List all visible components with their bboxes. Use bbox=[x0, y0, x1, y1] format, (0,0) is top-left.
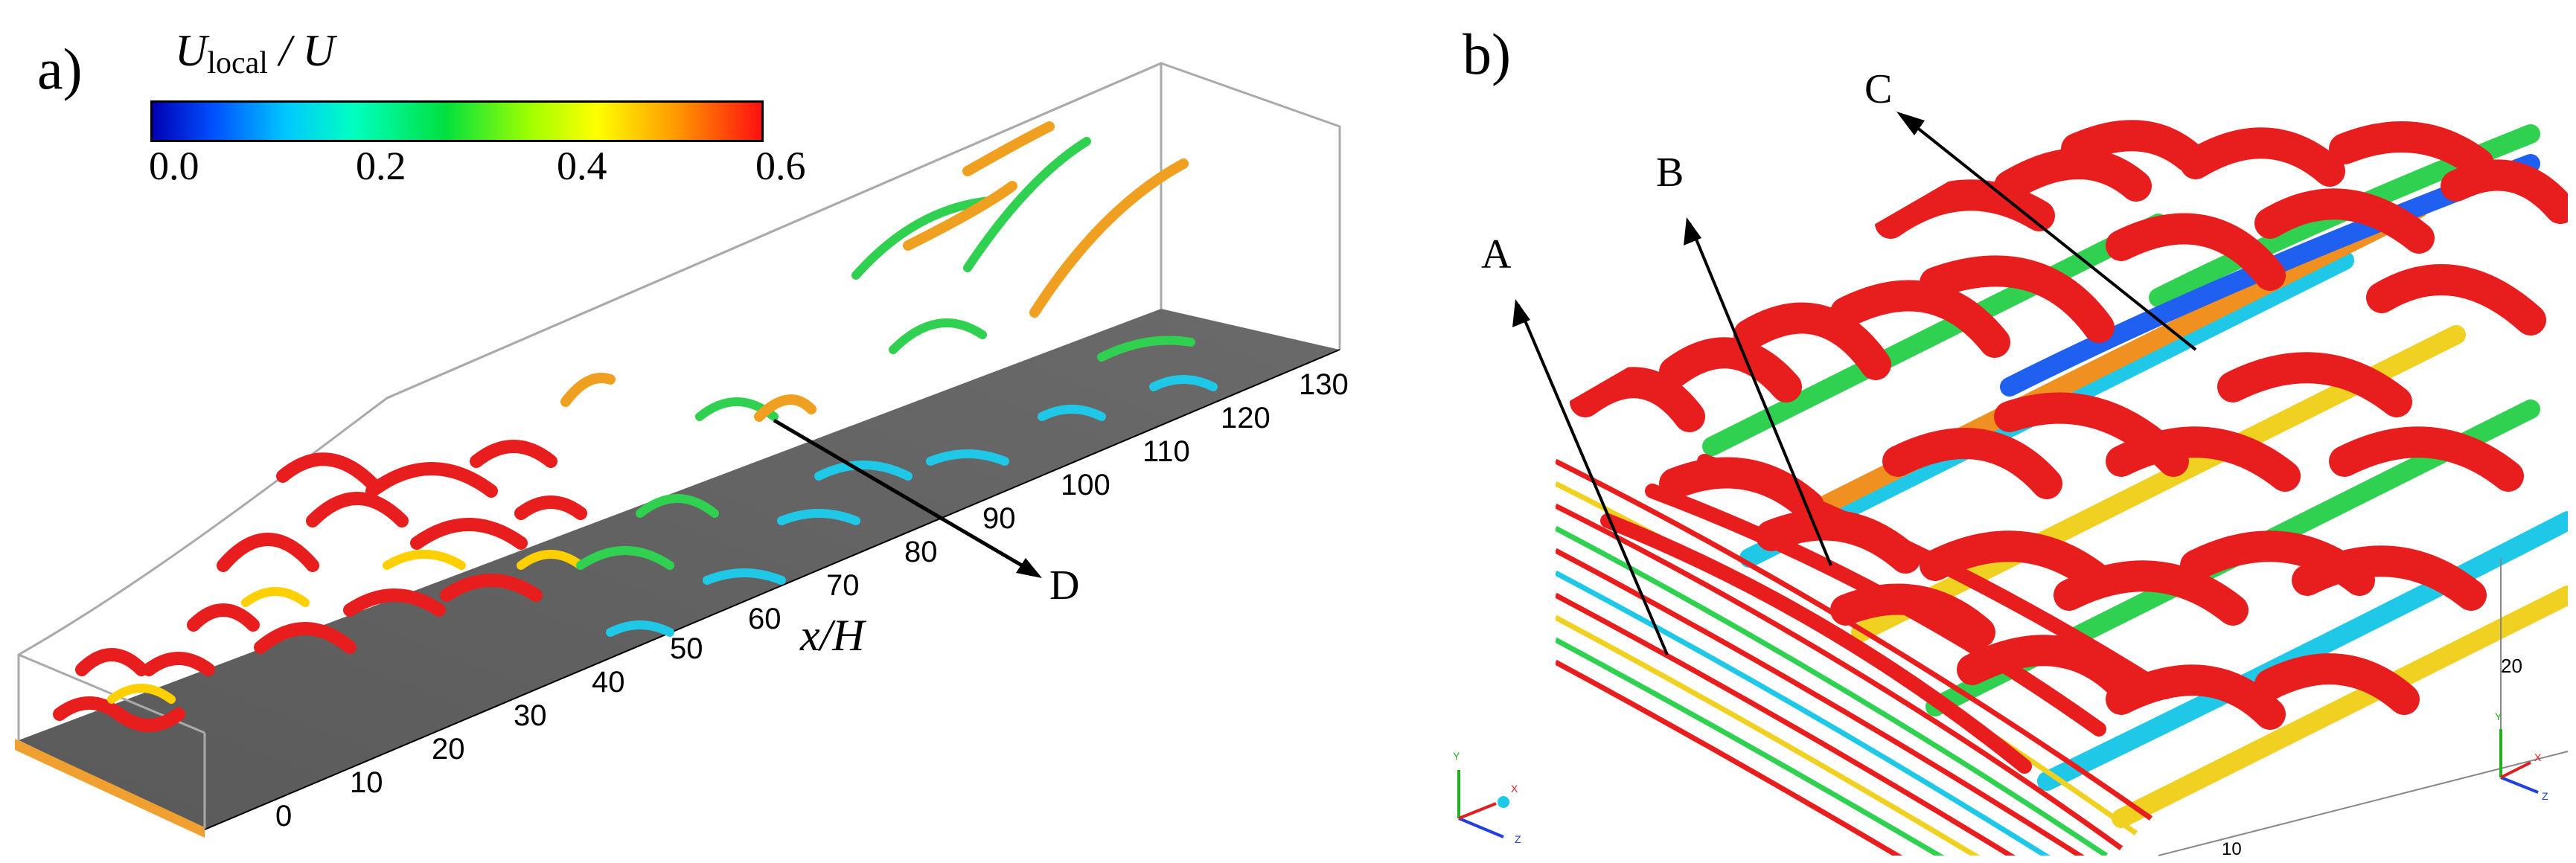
colorbar-tick-3: 0.6 bbox=[755, 144, 806, 188]
triad-left bbox=[1457, 770, 1509, 838]
triad-right bbox=[2499, 729, 2539, 794]
x-tick-5: 50 bbox=[670, 632, 703, 665]
annotation-d-arrow bbox=[773, 418, 1036, 575]
b-tick-20: 20 bbox=[2501, 655, 2522, 677]
colorbar-title-tail: / U bbox=[267, 26, 335, 75]
x-tick-12: 120 bbox=[1221, 402, 1271, 434]
x-tick-9: 90 bbox=[982, 502, 1016, 535]
colorbar bbox=[150, 100, 764, 142]
triad-left-x-label: X bbox=[1511, 783, 1518, 795]
annotation-c: C bbox=[1864, 66, 1893, 112]
domain-floor bbox=[19, 309, 1340, 830]
triad-left-y-label: Y bbox=[1453, 750, 1460, 762]
x-axis-title: x/H bbox=[800, 611, 865, 660]
colorbar-title: Ulocal / U bbox=[175, 25, 335, 81]
x-tick-11: 110 bbox=[1142, 435, 1190, 468]
x-tick-13: 130 bbox=[1299, 368, 1349, 401]
colorbar-title-main: U bbox=[175, 26, 208, 75]
panel-b-label: b) bbox=[1463, 22, 1511, 86]
x-axis bbox=[204, 349, 1340, 830]
x-tick-6: 60 bbox=[748, 603, 782, 635]
vortex-heads bbox=[1570, 120, 2568, 730]
triad-right-z-label: Z bbox=[2542, 790, 2548, 802]
x-tick-4: 40 bbox=[592, 666, 625, 699]
annotation-arrows bbox=[1517, 114, 2197, 655]
panel-a-label: a) bbox=[37, 36, 83, 101]
annotation-b: B bbox=[1656, 150, 1684, 196]
colorbar-tick-0: 0.0 bbox=[149, 144, 199, 188]
annotation-a: A bbox=[1481, 231, 1512, 277]
triad-right-y-label: Y bbox=[2495, 710, 2502, 722]
triad-right-x-label: X bbox=[2534, 751, 2542, 763]
x-tick-7: 70 bbox=[826, 569, 860, 602]
colorbar-tick-1: 0.2 bbox=[356, 144, 406, 188]
triad-left-z-label: Z bbox=[1515, 833, 1521, 845]
x-tick-8: 80 bbox=[904, 536, 938, 568]
annotation-d: D bbox=[1049, 562, 1080, 609]
x-tick-0: 0 bbox=[275, 800, 293, 832]
x-tick-3: 30 bbox=[514, 699, 547, 732]
colorbar-tick-2: 0.4 bbox=[557, 144, 607, 188]
x-tick-2: 20 bbox=[432, 733, 465, 766]
panel-a-visualization bbox=[15, 61, 1341, 838]
vortex-structures bbox=[53, 121, 1218, 732]
x-tick-10: 100 bbox=[1061, 469, 1110, 501]
b-tick-10: 10 bbox=[2222, 839, 2242, 859]
colorbar-title-sub: local bbox=[207, 46, 268, 80]
x-tick-1: 10 bbox=[350, 766, 383, 799]
inlet-strip bbox=[15, 739, 205, 838]
